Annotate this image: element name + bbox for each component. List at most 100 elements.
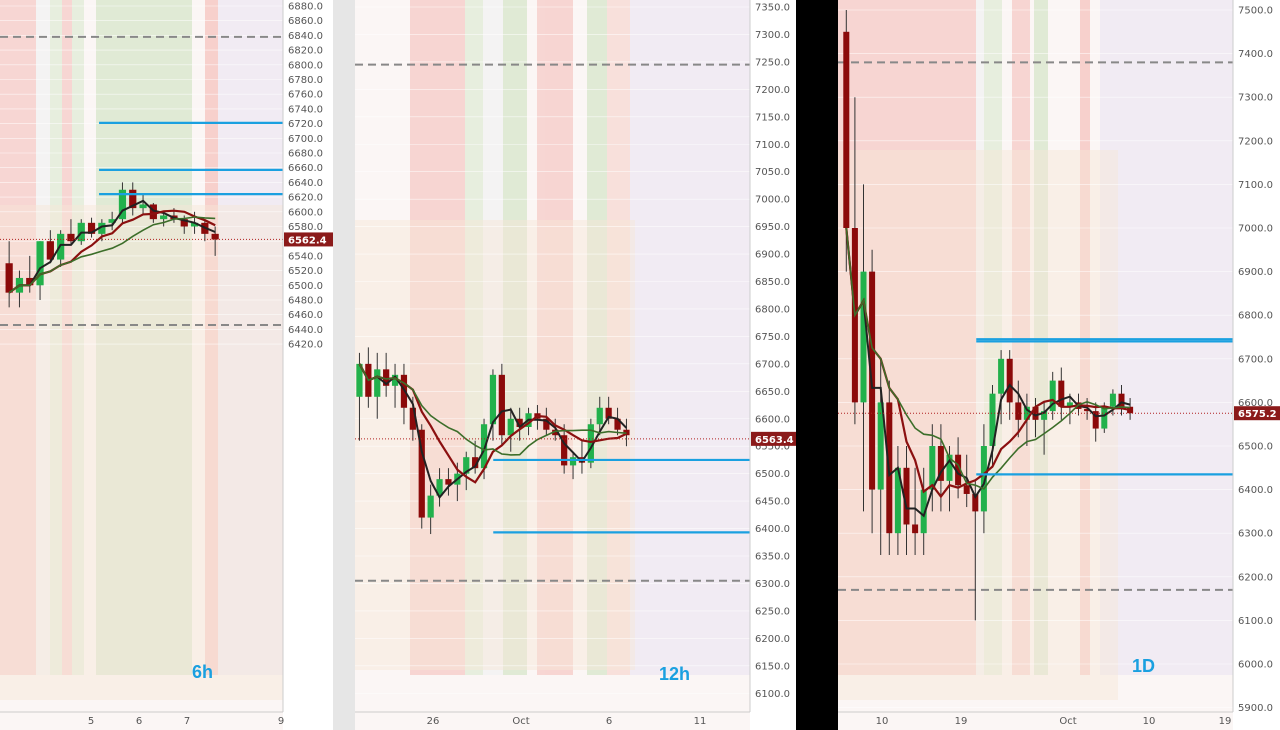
candle-body [516, 418, 523, 427]
y-tick-label: 6520.0 [288, 266, 323, 277]
candle-body [489, 374, 497, 425]
candle-body [160, 215, 168, 220]
signal-band [483, 0, 503, 675]
signal-band [537, 0, 545, 675]
x-tick-label: 6 [606, 716, 612, 727]
y-tick-label: 6660.0 [288, 163, 323, 174]
chart-1d-plot[interactable]: 7500.0 7400.0 7300.0 7200.0 7100.0 7000.0 6900… [838, 0, 1280, 730]
y-tick-label: 6440.0 [288, 325, 323, 336]
chart-12h[interactable]: 7350.0 7300.0 7250.0 7200.0 7150.0 7100.0 7050… [355, 0, 796, 730]
y-tick-label: 6350.0 [755, 552, 790, 563]
signal-band [1080, 0, 1090, 675]
chart-12h-plot[interactable]: 7350.0 7300.0 7250.0 7200.0 7150.0 7100.0 7050… [355, 0, 796, 730]
y-tick-label: 6700.0 [755, 359, 790, 370]
candle-body [1127, 406, 1134, 414]
y-tick-label: 6700.0 [288, 134, 323, 145]
candle-body [139, 204, 147, 209]
y-tick-label: 6500.0 [755, 469, 790, 480]
y-tick-label: 7300.0 [755, 30, 790, 41]
cloud-area [355, 220, 635, 670]
candle-body [374, 369, 381, 397]
signal-band [1100, 0, 1233, 675]
signal-band [72, 0, 84, 675]
y-tick-label: 7100.0 [1238, 180, 1273, 191]
y-tick-label: 6500.0 [1238, 442, 1273, 453]
signal-band [607, 0, 630, 675]
y-tick-label: 7050.0 [755, 167, 790, 178]
x-tick-label: 19 [955, 716, 968, 727]
signal-band [587, 0, 607, 675]
chart-6h-plot[interactable]: 6880.0 6860.0 6840.0 6820.0 6800.0 6780.0 6760… [0, 0, 333, 730]
y-tick-label: 7200.0 [1238, 136, 1273, 147]
timeframe-label-1d: 1D [1132, 656, 1156, 676]
last-price-label: 6562.4 [288, 235, 327, 246]
signal-band [630, 0, 750, 675]
last-price-label: 6563.4 [755, 435, 794, 446]
y-tick-label: 6480.0 [288, 296, 323, 307]
candle-body [118, 189, 127, 220]
candle-body [1092, 411, 1099, 429]
y-tick-label: 6860.0 [288, 16, 323, 27]
y-tick-label: 6760.0 [288, 90, 323, 101]
signal-band [1034, 0, 1048, 675]
x-tick-label: Oct [512, 716, 529, 727]
candle-body [190, 222, 199, 227]
x-tick-label: 19 [1219, 716, 1232, 727]
candle-body [912, 524, 919, 534]
y-tick-label: 6200.0 [1238, 572, 1273, 583]
candle-body [614, 418, 621, 430]
chart-1d[interactable]: 7500.0 7400.0 7300.0 7200.0 7100.0 7000.0 6900… [838, 0, 1280, 730]
candle-body [427, 495, 434, 518]
y-tick-label: 6880.0 [288, 2, 323, 13]
candle-body [843, 31, 850, 228]
x-tick-label: 9 [278, 716, 284, 727]
candle-body [605, 407, 612, 419]
y-tick-label: 7000.0 [1238, 224, 1273, 235]
signal-band [205, 0, 218, 675]
y-tick-label: 6700.0 [1238, 354, 1273, 365]
y-tick-label: 6740.0 [288, 104, 323, 115]
candle-body [946, 454, 953, 481]
y-tick-label: 6640.0 [288, 178, 323, 189]
candle-body [980, 446, 987, 512]
ma-fast-line [8, 199, 216, 294]
y-tick-label: 7000.0 [755, 195, 790, 206]
candle-body [409, 407, 416, 430]
y-tick-label: 6100.0 [1238, 616, 1273, 627]
candle-body [955, 454, 962, 486]
signal-band [410, 0, 465, 675]
y-tick-label: 6100.0 [755, 689, 790, 700]
x-tick-label: 26 [427, 716, 440, 727]
candle-body [108, 219, 116, 223]
chart-6h[interactable]: 6880.0 6860.0 6840.0 6820.0 6800.0 6780.0 6760… [0, 0, 333, 730]
price-axis [1233, 0, 1280, 730]
candle-body [1109, 393, 1116, 407]
y-tick-label: 7100.0 [755, 140, 790, 151]
y-tick-label: 6300.0 [1238, 529, 1273, 540]
candle-body [36, 241, 44, 286]
candle-body [436, 479, 443, 496]
candle-body [1006, 358, 1013, 403]
candle-body [391, 374, 399, 386]
timeframe-label-6h: 6h [192, 662, 214, 682]
candle-body [937, 446, 944, 481]
timeframe-label-12h: 12h [659, 664, 691, 684]
signal-band [96, 0, 192, 675]
ma-baseline-line [8, 216, 216, 294]
y-tick-label: 6900.0 [1238, 267, 1273, 278]
candle-body [1032, 406, 1039, 420]
panel-divider-dark [796, 0, 838, 730]
candle-body [418, 429, 425, 518]
y-tick-label: 6600.0 [1238, 398, 1273, 409]
candle-body [1058, 380, 1065, 407]
y-tick-label: 6460.0 [288, 310, 323, 321]
y-tick-label: 6950.0 [755, 222, 790, 233]
y-tick-label: 6840.0 [288, 31, 323, 42]
x-tick-label: 7 [184, 716, 190, 727]
candle-body [507, 418, 514, 436]
price-axis [750, 0, 796, 730]
y-tick-label: 7200.0 [755, 85, 790, 96]
candle-body [1066, 402, 1073, 407]
y-tick-label: 7500.0 [1238, 6, 1273, 17]
candle-body [1023, 406, 1030, 420]
